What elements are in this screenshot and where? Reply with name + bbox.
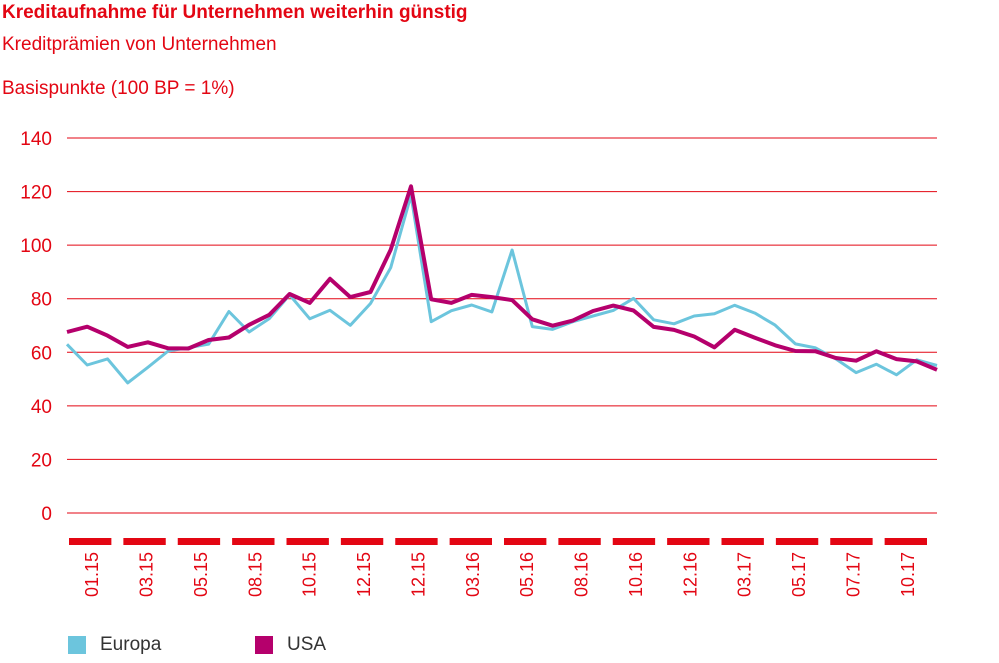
- y-tick-label: 100: [20, 236, 52, 257]
- x-axis-segment: [884, 538, 927, 545]
- x-tick-label: 05.15: [191, 552, 211, 597]
- x-tick-label: 05.16: [517, 552, 537, 597]
- series-line-europa: [65, 193, 938, 385]
- x-tick-label: 10.15: [300, 552, 320, 597]
- y-tick-label: 80: [31, 290, 52, 311]
- x-tick-label: 08.16: [572, 552, 592, 597]
- x-tick-label: 07.17: [843, 552, 863, 597]
- x-tick-label: 12.16: [680, 552, 700, 597]
- x-axis-segment: [775, 538, 819, 545]
- legend-swatch-usa: [255, 636, 273, 654]
- chart-subtitle: Kreditprämien von Unternehmen: [2, 34, 277, 55]
- x-tick-label: 10.16: [626, 552, 646, 597]
- x-axis-segment: [232, 538, 275, 545]
- y-tick-label: 40: [31, 397, 52, 418]
- gridlines: [67, 137, 937, 514]
- x-axis: 01.15 03.15 05.15 08.15 10.15 12.15 12.15 03.16…: [69, 538, 927, 597]
- x-axis-segment: [177, 538, 221, 545]
- x-tick-label: 12.15: [408, 552, 428, 597]
- series-lines: [65, 184, 938, 385]
- x-tick-label: 03.17: [735, 552, 755, 597]
- x-axis-segment: [721, 538, 764, 545]
- x-axis-segment: [612, 538, 656, 545]
- x-tick-label: 03.16: [463, 552, 483, 597]
- x-tick-label: 05.17: [789, 552, 809, 597]
- y-tick-label: 120: [20, 183, 52, 204]
- x-axis-segment: [830, 538, 873, 545]
- x-tick-label: 10.17: [898, 552, 918, 597]
- chart-title: Kreditaufnahme für Unternehmen weiterhin…: [2, 2, 468, 23]
- x-tick-label: 03.15: [137, 552, 157, 597]
- y-axis-tick-labels: 0 20 40 60 80 100 120 140: [20, 129, 52, 525]
- x-axis-segment: [69, 538, 112, 545]
- x-axis-segment: [123, 538, 166, 545]
- x-tick-label: 08.15: [245, 552, 265, 597]
- x-axis-segment: [340, 538, 384, 545]
- legend-item-usa: USA: [255, 634, 326, 656]
- legend-swatch-europa: [68, 636, 86, 654]
- y-tick-label: 60: [31, 343, 52, 364]
- x-axis-segment: [667, 538, 710, 545]
- x-tick-label: 01.15: [82, 552, 102, 597]
- y-axis-unit-label: Basispunkte (100 BP = 1%): [2, 78, 235, 99]
- y-tick-label: 0: [41, 504, 52, 525]
- y-tick-label: 20: [31, 450, 52, 471]
- legend-label-europa: Europa: [100, 634, 162, 655]
- x-axis-segment: [286, 538, 329, 545]
- x-axis-segment: [504, 538, 547, 545]
- x-axis-segment: [449, 538, 492, 545]
- legend-label-usa: USA: [287, 634, 327, 655]
- x-tick-label: 12.15: [354, 552, 374, 597]
- line-chart: 0 20 40 60 80 100 120 140 01.15 03.15 05.15 08.15 1…: [20, 129, 938, 597]
- legend-item-europa: Europa: [68, 634, 161, 656]
- x-axis-segment: [395, 538, 438, 545]
- series-line-usa: [66, 184, 938, 372]
- x-axis-segment: [558, 538, 601, 545]
- y-tick-label: 140: [20, 129, 52, 150]
